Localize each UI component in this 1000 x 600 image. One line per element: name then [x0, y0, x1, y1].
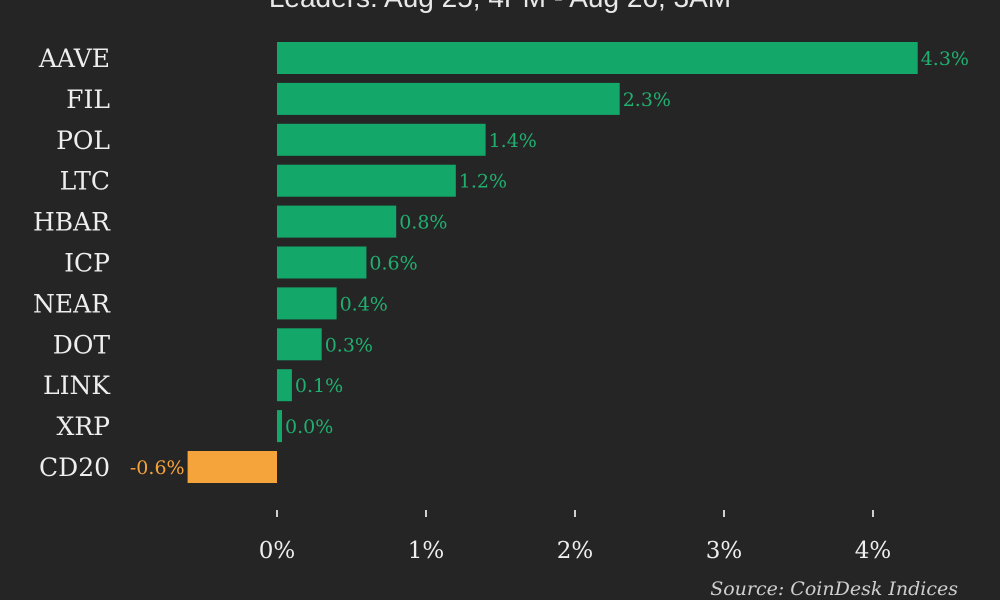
- bar: [277, 82, 620, 115]
- bar: [187, 451, 277, 483]
- bar: [277, 369, 292, 402]
- bar: [277, 246, 367, 279]
- data-label: 0.1%: [295, 375, 343, 397]
- data-label: 0.8%: [399, 212, 447, 234]
- bar: [277, 287, 337, 320]
- data-label: 0.0%: [285, 416, 333, 438]
- source-note: Source: CoinDesk Indices: [710, 578, 958, 600]
- bar: [277, 205, 397, 238]
- category-label: AAVE: [38, 44, 110, 73]
- category-label: CD20: [39, 453, 110, 482]
- x-tick-label: 1%: [408, 538, 445, 564]
- x-tick-label: 0%: [259, 538, 296, 564]
- category-label: DOT: [53, 330, 111, 359]
- data-label: 0.6%: [369, 253, 417, 275]
- category-label: NEAR: [33, 289, 111, 318]
- x-tick-label: 4%: [855, 538, 892, 564]
- category-label: ICP: [64, 249, 110, 278]
- chart-title: Leaders: Aug 25, 4PM - Aug 26, 3AM: [0, 0, 1000, 14]
- data-label: 1.2%: [459, 171, 507, 193]
- category-label: XRP: [57, 412, 110, 441]
- category-label: HBAR: [33, 208, 111, 237]
- bar: [277, 123, 486, 156]
- data-label: 0.4%: [340, 293, 388, 315]
- data-label: 1.4%: [489, 130, 537, 152]
- category-label: LINK: [43, 371, 111, 400]
- category-label: LTC: [60, 167, 110, 196]
- data-label: 0.3%: [325, 334, 373, 356]
- bar: [277, 42, 918, 74]
- x-tick-label: 3%: [706, 538, 743, 564]
- bar: [277, 410, 282, 443]
- bar: [277, 328, 322, 361]
- bar: [277, 164, 456, 197]
- category-label: FIL: [66, 85, 110, 114]
- data-label: 2.3%: [623, 89, 671, 111]
- data-label: -0.6%: [130, 457, 185, 479]
- x-tick-label: 2%: [557, 538, 594, 564]
- data-label: 4.3%: [921, 48, 969, 70]
- category-label: POL: [56, 126, 110, 155]
